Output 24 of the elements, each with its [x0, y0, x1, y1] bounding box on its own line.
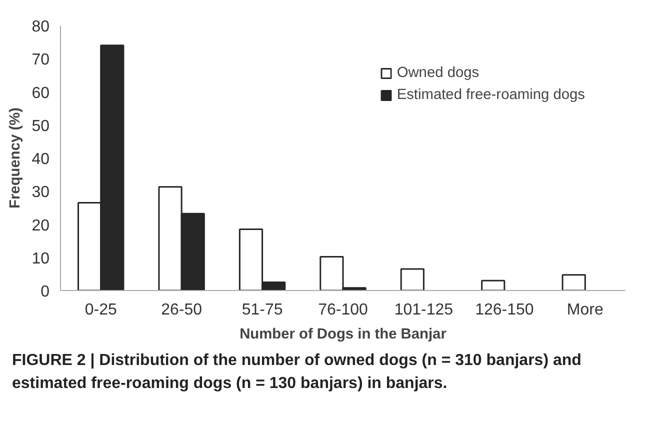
- x-tick-label: 101-125: [394, 302, 454, 318]
- x-tick-label: 76-100: [318, 302, 368, 318]
- y-tick-label: 40: [32, 151, 50, 168]
- caption: FIGURE 2 | Distribution of the number of owned dogs (n = 310 banjars) and estimated free-roaming dogs (n = 130 banjars) in banjars.: [12, 351, 582, 394]
- bar: [562, 274, 586, 290]
- y-tick-label: 0: [40, 284, 50, 300]
- y-tick-label: 30: [32, 184, 50, 202]
- x-tick-label: 126-150: [475, 302, 534, 318]
- y-tick-label: 20: [32, 217, 50, 234]
- bar: [400, 268, 424, 290]
- y-tick-label: 60: [32, 84, 50, 102]
- y-tick-label: 50: [32, 118, 50, 135]
- y-tick-label: 80: [32, 18, 50, 36]
- y-tick-label: 70: [32, 52, 50, 69]
- x-tick-label: More: [566, 302, 604, 318]
- x-axis-title: Number of Dogs in the Banjar: [240, 326, 447, 342]
- legend-label: Estimated free-roaming dogs: [396, 87, 585, 103]
- x-tick-label: 26-50: [161, 302, 202, 318]
- x-tick-label: 0-25: [84, 302, 117, 318]
- x-tick-label: 51-75: [242, 302, 283, 318]
- bar: [481, 280, 506, 290]
- y-axis-title: Frequency (%): [8, 107, 24, 208]
- y-tick-label: 10: [32, 250, 50, 268]
- legend-label: Owned dogs: [396, 65, 480, 81]
